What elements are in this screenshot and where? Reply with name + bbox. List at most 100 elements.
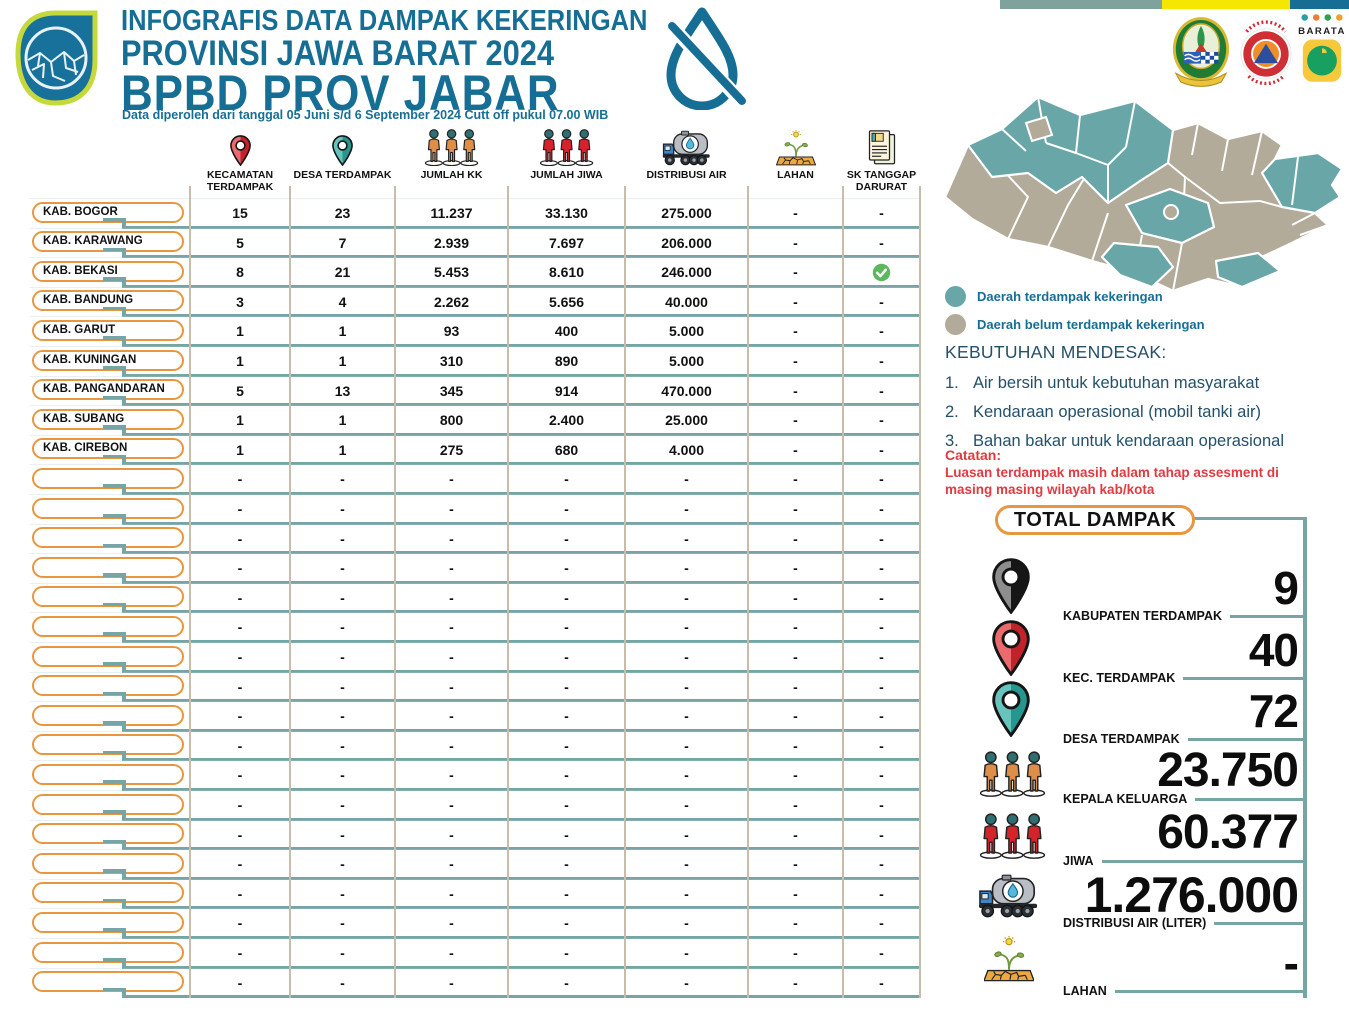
table-cell: -: [237, 767, 243, 784]
table-cell: -: [340, 619, 345, 636]
row-connector-line: [122, 780, 126, 789]
table-column-divider: [747, 186, 749, 998]
row-label-pill: [32, 467, 184, 489]
table-cell: 5: [236, 382, 244, 399]
legend-normal: Daerah belum terdampak kekeringan: [945, 314, 1205, 335]
table-cell: 7: [338, 234, 347, 251]
row-label-pill: [32, 586, 184, 608]
table-cell: -: [879, 323, 884, 340]
table-cell: 2.262: [433, 293, 470, 310]
table-cell: 1: [338, 441, 347, 458]
row-label-pill: KAB. PANGANDARAN: [32, 379, 184, 401]
table-cell: 275: [439, 441, 464, 458]
row-label-pill: [32, 527, 184, 549]
pin-black-icon: [990, 558, 1032, 619]
total-underline: [1183, 676, 1303, 680]
people-red-icon: [539, 129, 595, 171]
row-underline: [122, 699, 920, 703]
table-cell: 40.000: [665, 293, 708, 310]
row-connector-line: [122, 662, 126, 670]
totals-connector-line: [1193, 517, 1303, 520]
table-cell: -: [564, 530, 569, 547]
table-cell: -: [237, 530, 243, 547]
table-cell: -: [684, 708, 689, 725]
row-connector-line: [122, 336, 126, 345]
row-connector-line: [103, 306, 125, 311]
table-cell: -: [879, 856, 884, 873]
table-cell: -: [684, 619, 689, 636]
bpbd-jabar-logo: [10, 8, 102, 108]
table-cell: -: [793, 234, 798, 251]
table-cell: -: [879, 708, 884, 725]
table-cell: -: [237, 797, 243, 813]
table-cell: -: [340, 589, 345, 606]
table-cell: 470.000: [661, 382, 712, 399]
table-cell: -: [879, 234, 884, 251]
column-label: DESA TERDAMPAK: [293, 169, 392, 181]
total-label-row: DISTRIBUSI AIR (LITER): [1063, 916, 1303, 930]
row-connector-line: [122, 958, 126, 966]
row-underline: [122, 255, 920, 259]
table-cell: -: [237, 619, 243, 636]
table-cell: -: [237, 945, 243, 961]
table-cell: -: [449, 974, 454, 991]
table-row: KAB. PANGANDARAN 5 13 345 914 470.000 - -: [30, 375, 920, 407]
note-line-1: Luasan terdampak masih dalam tahap asses…: [945, 465, 1279, 480]
row-connector-line: [103, 247, 125, 252]
table-cell: 800: [439, 412, 464, 429]
table-cell: 93: [443, 323, 460, 340]
table-cell: -: [793, 530, 798, 547]
table-row: -------: [30, 938, 920, 969]
table-cell: -: [564, 885, 569, 902]
table-cell: 13: [334, 382, 351, 399]
row-underline: [122, 639, 920, 643]
table-cell: -: [340, 501, 345, 517]
table-cell: 4: [338, 293, 347, 310]
total-underline: [1101, 859, 1303, 863]
table-cell: -: [237, 915, 243, 932]
table-cell: 3: [236, 293, 244, 310]
table-cell: -: [684, 767, 689, 784]
table-cell: -: [793, 589, 798, 606]
people-orange-icon: [424, 129, 480, 171]
water-drop-logo: [652, 6, 752, 111]
table-cell: -: [237, 501, 243, 517]
row-connector-line: [122, 395, 126, 404]
table-cell: -: [793, 708, 798, 725]
jawa-barat-crest-logo: [1170, 14, 1232, 93]
table-cell: -: [879, 826, 884, 843]
table-cell: 5.000: [668, 353, 705, 369]
pin-red-icon: [229, 135, 252, 171]
row-underline: [122, 580, 920, 584]
table-cell: -: [340, 649, 345, 665]
row-label-pill: KAB. CIREBON: [32, 438, 184, 460]
table-cell: 1: [236, 412, 244, 429]
table-row: -------: [30, 671, 920, 703]
title-line-2: PROVINSI JAWA BARAT 2024: [121, 34, 555, 73]
row-connector-line: [122, 602, 126, 611]
table-cell: -: [793, 205, 798, 221]
table-cell: -: [564, 619, 569, 636]
table-cell: -: [793, 915, 798, 932]
table-row: -------: [30, 790, 920, 821]
table-cell: -: [449, 589, 454, 606]
table-cell: -: [879, 560, 884, 577]
table-cell: 345: [439, 382, 464, 399]
column-label: SK TANGGAP DARURAT: [846, 169, 917, 194]
legend-normal-dot: [945, 314, 966, 335]
table-cell: -: [879, 412, 884, 429]
table-row: -------: [30, 908, 920, 939]
table-cell: 680: [554, 441, 579, 458]
table-cell: -: [340, 530, 345, 547]
total-label-row: KABUPATEN TERDAMPAK: [1063, 609, 1303, 623]
row-underline: [122, 758, 920, 762]
row-connector-line: [103, 691, 125, 696]
row-underline: [122, 965, 920, 969]
row-connector-line: [103, 632, 125, 636]
row-connector-line: [103, 928, 125, 932]
table-cell: -: [684, 945, 689, 961]
table-cell: 1: [338, 353, 347, 369]
row-label-pill: [32, 704, 184, 726]
total-value: -: [1283, 937, 1299, 989]
table-cell: -: [340, 678, 345, 695]
